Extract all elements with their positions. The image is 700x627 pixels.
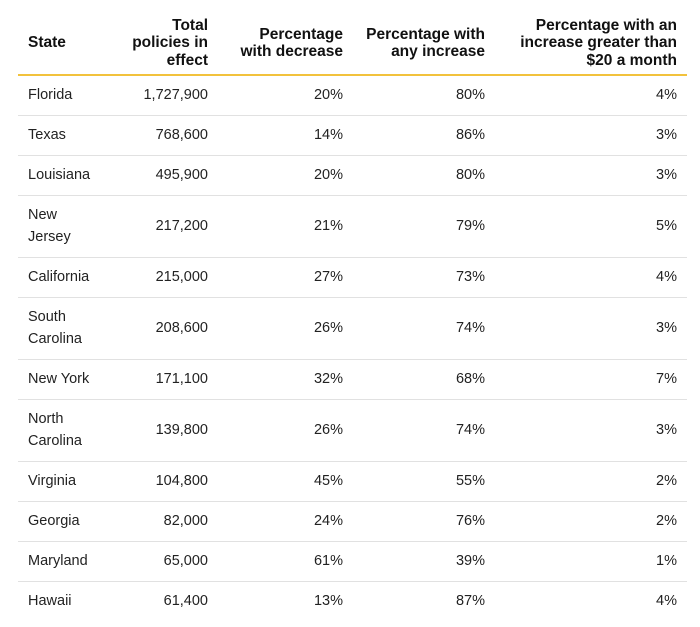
cell-percent-any-increase: 73% bbox=[353, 257, 495, 298]
cell-total-policies: 82,000 bbox=[111, 501, 218, 542]
cell-total-policies: 61,400 bbox=[163, 593, 208, 610]
cell-percent-decrease: 32% bbox=[218, 359, 353, 400]
cell-percent-increase-over-20: 1% bbox=[495, 541, 687, 582]
cell-state: New York bbox=[18, 359, 111, 400]
cell-state: New Jersey bbox=[18, 195, 111, 258]
table-row: New York 171,100 32% 68% 7% bbox=[18, 359, 687, 400]
cell-percent-decrease: 24% bbox=[218, 501, 353, 542]
cell-percent-decrease: 21% bbox=[218, 195, 353, 258]
cell-percent-any-increase: 86% bbox=[353, 115, 495, 156]
cell-percent-any-increase: 74% bbox=[353, 297, 495, 360]
cell-percent-increase-over-20: 4% bbox=[656, 593, 677, 610]
cell-state: Maryland bbox=[18, 541, 111, 582]
cell-percent-increase-over-20: 2% bbox=[495, 461, 687, 502]
cell-state: Georgia bbox=[18, 501, 111, 542]
cell-total-policies: 139,800 bbox=[111, 399, 218, 462]
cell-total-policies: 215,000 bbox=[111, 257, 218, 298]
cell-percent-any-increase: 68% bbox=[353, 359, 495, 400]
table-row: California 215,000 27% 73% 4% bbox=[18, 257, 687, 298]
cell-state: Texas bbox=[18, 115, 111, 156]
table-row: North Carolina 139,800 26% 74% 3% bbox=[18, 399, 687, 462]
cell-state: Hawaii bbox=[28, 593, 72, 610]
cell-percent-any-increase: 79% bbox=[353, 195, 495, 258]
cell-percent-decrease: 20% bbox=[218, 155, 353, 196]
cell-percent-increase-over-20: 4% bbox=[495, 75, 687, 116]
table-header: State Total policies in effect Percentag… bbox=[18, 12, 687, 76]
policies-table: State Total policies in effect Percentag… bbox=[18, 12, 687, 621]
cell-percent-decrease: 61% bbox=[218, 541, 353, 582]
table-row: South Carolina 208,600 26% 74% 3% bbox=[18, 297, 687, 360]
cell-state: California bbox=[18, 257, 111, 298]
cell-total-policies: 495,900 bbox=[111, 155, 218, 196]
cell-total-policies: 208,600 bbox=[111, 297, 218, 360]
table-row: Louisiana 495,900 20% 80% 3% bbox=[18, 155, 687, 196]
cell-percent-decrease: 26% bbox=[218, 297, 353, 360]
cell-percent-decrease: 14% bbox=[218, 115, 353, 156]
table-row: Maryland 65,000 61% 39% 1% bbox=[18, 541, 687, 582]
header-percent-any-increase: Percentage with any increase bbox=[353, 12, 495, 76]
cell-percent-decrease: 45% bbox=[218, 461, 353, 502]
cell-percent-decrease: 13% bbox=[313, 593, 343, 610]
table-row: Texas 768,600 14% 86% 3% bbox=[18, 115, 687, 156]
table-body: Florida 1,727,900 20% 80% 4% Texas 768,6… bbox=[18, 75, 687, 621]
cell-total-policies: 217,200 bbox=[111, 195, 218, 258]
cell-percent-increase-over-20: 2% bbox=[495, 501, 687, 542]
cell-total-policies: 171,100 bbox=[111, 359, 218, 400]
cell-percent-increase-over-20: 5% bbox=[495, 195, 687, 258]
cell-state: Virginia bbox=[18, 461, 111, 502]
cell-percent-decrease: 26% bbox=[218, 399, 353, 462]
header-total-policies: Total policies in effect bbox=[111, 12, 218, 76]
cell-percent-increase-over-20: 4% bbox=[495, 257, 687, 298]
table-row: New Jersey 217,200 21% 79% 5% bbox=[18, 195, 687, 258]
cell-total-policies: 104,800 bbox=[111, 461, 218, 502]
table-row: Virginia 104,800 45% 55% 2% bbox=[18, 461, 687, 502]
cell-percent-increase-over-20: 3% bbox=[495, 155, 687, 196]
cell-total-policies: 1,727,900 bbox=[111, 75, 218, 116]
cell-state: Louisiana bbox=[18, 155, 111, 196]
header-percent-increase-over-20: Percentage with an increase greater than… bbox=[495, 12, 687, 76]
header-state: State bbox=[18, 12, 111, 76]
cell-percent-increase-over-20: 3% bbox=[495, 399, 687, 462]
cell-percent-decrease: 27% bbox=[218, 257, 353, 298]
cell-percent-any-increase: 76% bbox=[353, 501, 495, 542]
cell-percent-any-increase: 74% bbox=[353, 399, 495, 462]
header-percent-decrease: Percentage with decrease bbox=[218, 12, 353, 76]
cell-percent-any-increase: 39% bbox=[353, 541, 495, 582]
cell-total-policies: 65,000 bbox=[111, 541, 218, 582]
table-row: Hawaii 61,400 13% 87% 4% bbox=[18, 581, 687, 621]
cell-percent-any-increase: 80% bbox=[353, 155, 495, 196]
cell-state: South Carolina bbox=[18, 297, 111, 360]
cell-percent-any-increase: 80% bbox=[353, 75, 495, 116]
cell-state: Florida bbox=[18, 75, 111, 116]
table-row: Georgia 82,000 24% 76% 2% bbox=[18, 501, 687, 542]
cell-percent-increase-over-20: 3% bbox=[495, 297, 687, 360]
cell-state: North Carolina bbox=[18, 399, 111, 462]
cell-percent-any-increase: 87% bbox=[455, 593, 485, 610]
cell-percent-any-increase: 55% bbox=[353, 461, 495, 502]
header-row: State Total policies in effect Percentag… bbox=[18, 12, 687, 76]
cell-percent-increase-over-20: 7% bbox=[495, 359, 687, 400]
cell-percent-increase-over-20: 3% bbox=[495, 115, 687, 156]
cell-total-policies: 768,600 bbox=[111, 115, 218, 156]
table-row: Florida 1,727,900 20% 80% 4% bbox=[18, 75, 687, 116]
cell-percent-decrease: 20% bbox=[218, 75, 353, 116]
